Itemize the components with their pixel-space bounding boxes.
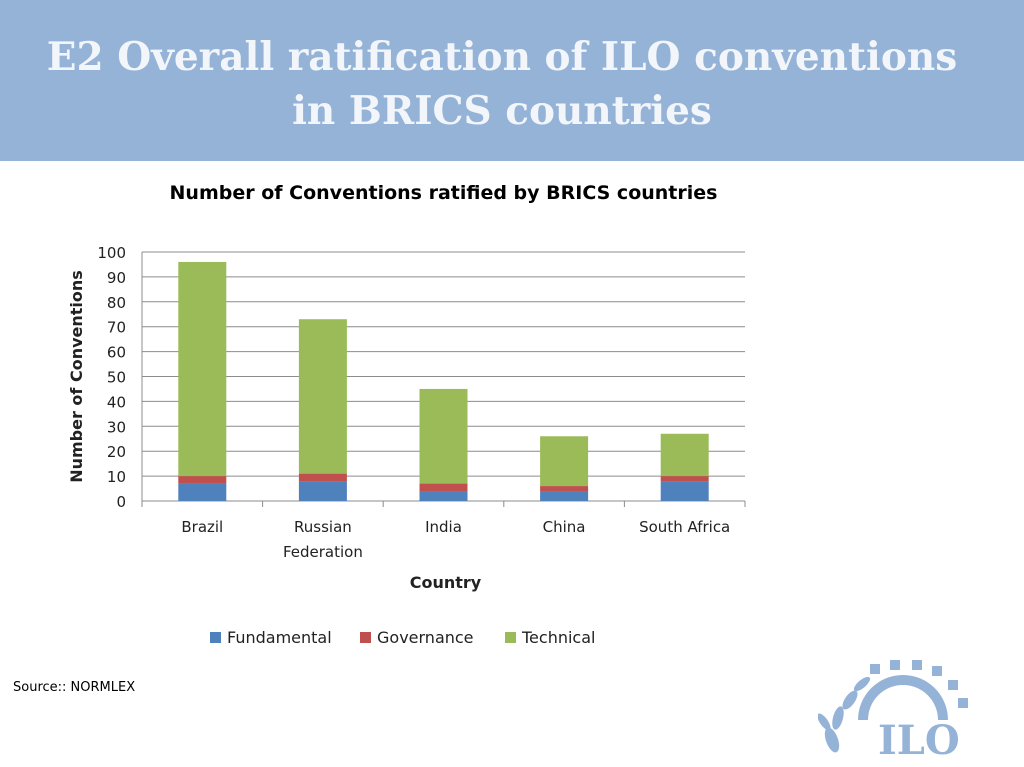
y-tick-label: 80 [107,294,126,312]
source-note: Source:: NORMLEX [13,680,136,695]
ilo-logo-text: ILO [878,717,960,755]
bar-segment-governance [419,483,468,492]
legend-swatch-technical [505,632,516,643]
bar-segment-fundamental [419,491,468,501]
y-tick-label: 50 [107,369,126,387]
y-tick-label: 60 [107,344,126,362]
slide-title-line-2: in BRICS countries [292,88,712,134]
x-tick-label: China [543,518,586,536]
legend-swatch-fundamental [210,632,221,643]
slide-title-line-1: E2 Overall ratification of ILO conventio… [46,34,958,80]
x-tick-label: South Africa [639,518,730,536]
x-axis-title: Country [410,573,482,592]
bar-segment-technical [540,436,589,487]
bar-segment-fundamental [178,483,227,501]
legend-label: Governance [377,628,474,647]
bar-segment-governance [298,473,347,482]
chart-title: Number of Conventions ratified by BRICS … [169,182,718,204]
x-tick-label: Brazil [181,518,223,536]
bar-segment-technical [298,319,347,474]
bar-segment-technical [178,261,227,477]
y-tick-label: 70 [107,319,126,337]
y-tick-label: 0 [116,493,126,511]
bar-segment-governance [178,476,227,484]
legend-swatch-governance [360,632,371,643]
bar-segment-governance [540,486,589,492]
title-banner: E2 Overall ratification of ILO conventio… [0,0,1024,161]
x-tick-label: Federation [283,543,363,561]
bar-segment-fundamental [660,481,709,501]
y-tick-label: 40 [107,393,126,411]
y-tick-label: 90 [107,269,126,287]
bar-segment-fundamental [298,481,347,501]
bar-segment-technical [419,388,468,484]
y-tick-label: 100 [97,244,126,262]
ilo-logo-icon: ILO [818,660,968,755]
bar-segment-governance [660,476,709,482]
x-tick-label: India [425,518,462,536]
slide-title: E2 Overall ratification of ILO conventio… [0,30,1004,138]
y-axis-title: Number of Conventions [67,270,86,483]
legend-label: Fundamental [227,628,332,647]
y-tick-label: 10 [107,468,126,486]
x-tick-label: Russian [294,518,352,536]
y-tick-label: 20 [107,443,126,461]
bar-segment-fundamental [540,491,589,501]
legend-label: Technical [521,628,595,647]
y-tick-label: 30 [107,418,126,436]
bar-segment-technical [660,433,709,477]
